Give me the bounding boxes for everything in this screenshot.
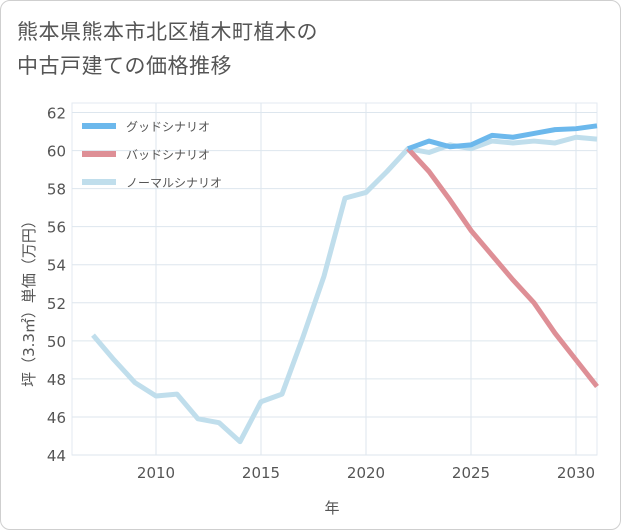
x-tick-label: 2025 (452, 464, 490, 482)
x-tick-label: 2020 (347, 464, 385, 482)
axis-ticks: 44 46 48 50 52 54 56 58 60 62 2010 2015 2020 2025 2030 (47, 105, 595, 482)
series-line-normal (91, 134, 598, 445)
y-tick-label: 62 (47, 105, 66, 123)
x-tick-label: 2030 (557, 464, 595, 482)
y-tick-label: 58 (47, 181, 66, 199)
y-tick-label: 44 (47, 447, 66, 465)
x-axis-title: 年 (324, 499, 339, 517)
title-line-2: 中古戸建ての価格推移 (17, 54, 232, 78)
legend-label-good: グッドシナリオ (126, 120, 210, 134)
series-line-good (407, 123, 598, 152)
y-tick-label: 54 (47, 257, 66, 275)
x-tick-label: 2015 (242, 464, 280, 482)
y-tick-label: 46 (47, 409, 66, 427)
page-title: 熊本県熊本市北区植木町植木の 中古戸建ての価格推移 (17, 15, 318, 83)
title-line-1: 熊本県熊本市北区植木町植木の (17, 20, 318, 44)
y-tick-label: 52 (47, 295, 66, 313)
y-axis-title: 坪（3.3㎡）単価（万円） (20, 213, 38, 387)
series-lines (91, 123, 599, 445)
x-tick-label: 2010 (137, 464, 175, 482)
y-tick-label: 60 (47, 143, 66, 161)
series-line-bad (406, 146, 599, 389)
y-tick-label: 50 (47, 333, 66, 351)
legend-label-bad: バッドシナリオ (126, 148, 210, 162)
legend-label-normal: ノーマルシナリオ (126, 176, 222, 190)
y-tick-label: 56 (47, 219, 66, 237)
grid-lines (71, 102, 598, 456)
y-tick-label: 48 (47, 371, 66, 389)
